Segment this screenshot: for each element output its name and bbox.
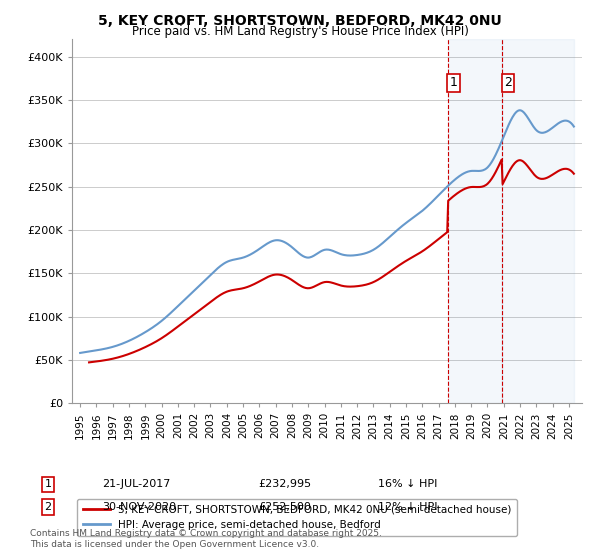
Bar	[502, 39, 574, 403]
Text: 1: 1	[44, 479, 52, 489]
Bar	[448, 39, 502, 403]
Text: 30-NOV-2020: 30-NOV-2020	[102, 502, 176, 512]
Text: 21-JUL-2017: 21-JUL-2017	[102, 479, 170, 489]
Text: 5, KEY CROFT, SHORTSTOWN, BEDFORD, MK42 0NU: 5, KEY CROFT, SHORTSTOWN, BEDFORD, MK42 …	[98, 14, 502, 28]
Text: £232,995: £232,995	[258, 479, 311, 489]
Text: Contains HM Land Registry data © Crown copyright and database right 2025.
This d: Contains HM Land Registry data © Crown c…	[30, 529, 382, 549]
Legend: 5, KEY CROFT, SHORTSTOWN, BEDFORD, MK42 0NU (semi-detached house), HPI: Average : 5, KEY CROFT, SHORTSTOWN, BEDFORD, MK42 …	[77, 498, 517, 536]
Text: £252,500: £252,500	[258, 502, 311, 512]
Text: Price paid vs. HM Land Registry's House Price Index (HPI): Price paid vs. HM Land Registry's House …	[131, 25, 469, 38]
Text: 2: 2	[504, 76, 512, 89]
Text: 1: 1	[449, 76, 457, 89]
Text: 16% ↓ HPI: 16% ↓ HPI	[378, 479, 437, 489]
Text: 12% ↓ HPI: 12% ↓ HPI	[378, 502, 437, 512]
Text: 2: 2	[44, 502, 52, 512]
